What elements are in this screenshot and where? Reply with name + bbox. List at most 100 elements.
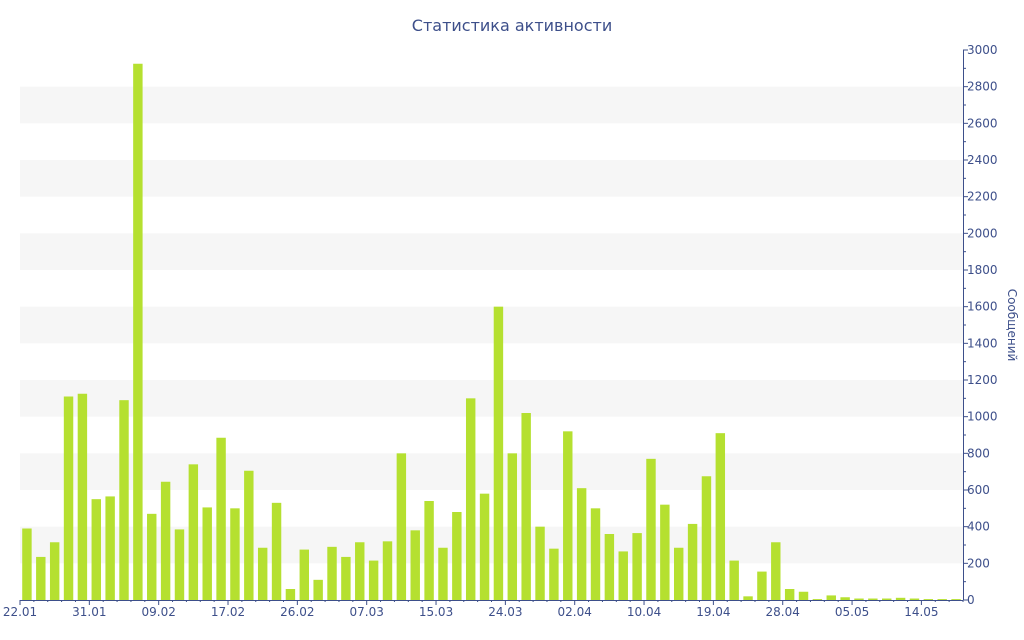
bar [882, 598, 892, 600]
y-tick-label: 2600 [967, 116, 998, 130]
bar [438, 547, 448, 600]
bar [632, 533, 642, 600]
bar [244, 470, 254, 600]
x-tick-label: 10.04 [627, 605, 661, 619]
bar [36, 556, 46, 600]
x-tick-label: 28.04 [766, 605, 800, 619]
bar [951, 599, 961, 600]
bar [715, 433, 726, 600]
bar [230, 508, 240, 600]
bar [119, 400, 129, 600]
x-tick-label: 15.03 [419, 605, 453, 619]
bar [424, 501, 434, 600]
grid-band [20, 86, 963, 124]
bar [216, 437, 226, 600]
x-tick-label: 19.04 [696, 605, 730, 619]
grid-band [20, 453, 963, 490]
bar-series [22, 63, 961, 600]
bar [410, 530, 420, 600]
y-tick-label: 200 [967, 556, 990, 570]
bar [91, 499, 101, 600]
y-axis-ticks: 0 200 400 600 800 1000 1200 1400 1600 1800 2000 220… [963, 43, 998, 607]
bar [341, 556, 351, 600]
grid-band [20, 160, 963, 197]
y-tick-label: 1400 [967, 336, 998, 350]
x-tick-label: 09.02 [141, 605, 175, 619]
bar [160, 481, 171, 600]
bar [368, 560, 379, 600]
bar [479, 493, 490, 600]
bar [188, 464, 199, 600]
bar [535, 526, 545, 600]
chart-title: Статистика активности [412, 16, 612, 35]
x-tick-label: 02.04 [558, 605, 592, 619]
bar [77, 393, 88, 600]
bar [854, 598, 864, 600]
bar [646, 458, 656, 600]
x-tick-label: 22.01 [3, 605, 37, 619]
bar [493, 306, 504, 600]
bar [701, 476, 712, 600]
x-tick-label: 24.03 [488, 605, 522, 619]
x-tick-label: 17.02 [211, 605, 245, 619]
y-tick-label: 1800 [967, 263, 998, 277]
bar [285, 589, 296, 600]
bar [937, 599, 947, 600]
bar [22, 528, 32, 600]
bar [868, 598, 878, 600]
bar [327, 546, 337, 600]
grid-bands [20, 86, 963, 564]
bar [909, 598, 920, 600]
x-tick-label: 14.05 [904, 605, 938, 619]
bar [271, 502, 282, 600]
bar [549, 548, 559, 600]
x-tick-label: 05.05 [835, 605, 869, 619]
bar [743, 596, 753, 600]
bar [826, 595, 836, 600]
y-tick-label: 0 [967, 593, 975, 607]
y-axis-title: Сообщений [1005, 289, 1019, 362]
grid-band [20, 233, 963, 270]
bar [923, 599, 934, 600]
y-tick-label: 2800 [967, 80, 998, 94]
grid-band [20, 306, 963, 344]
x-tick-label: 07.03 [350, 605, 384, 619]
bar [507, 453, 518, 600]
y-tick-label: 2200 [967, 190, 998, 204]
bar [757, 571, 767, 600]
y-tick-label: 2000 [967, 226, 998, 240]
y-tick-label: 1600 [967, 300, 998, 314]
bar [590, 508, 601, 600]
bar [604, 534, 615, 600]
y-tick-label: 800 [967, 446, 990, 460]
bar [355, 542, 365, 600]
bar [147, 513, 157, 600]
y-tick-label: 3000 [967, 43, 998, 57]
y-tick-label: 1200 [967, 373, 998, 387]
bar [660, 504, 670, 600]
bar [798, 591, 809, 600]
bar [133, 63, 143, 600]
bar [576, 488, 587, 600]
y-tick-label: 600 [967, 483, 990, 497]
bar [895, 597, 906, 600]
bar [313, 579, 323, 600]
bar [812, 599, 823, 600]
x-axis-ticks: 22.01 31.01 09.02 17.02 26.02 07.03 15.03 24.03… [3, 600, 964, 619]
x-tick-label: 31.01 [72, 605, 106, 619]
bar [174, 529, 185, 600]
bar [202, 507, 212, 600]
bar [465, 398, 476, 600]
x-tick-label: 26.02 [280, 605, 314, 619]
bar [396, 453, 407, 600]
y-tick-label: 1000 [967, 410, 998, 424]
bar [63, 396, 74, 600]
bar [49, 542, 60, 600]
bar [299, 549, 310, 600]
bar [521, 413, 531, 600]
bar [452, 512, 462, 600]
bar [784, 589, 795, 600]
y-tick-label: 2400 [967, 153, 998, 167]
bar [673, 547, 684, 600]
bar [687, 523, 698, 600]
